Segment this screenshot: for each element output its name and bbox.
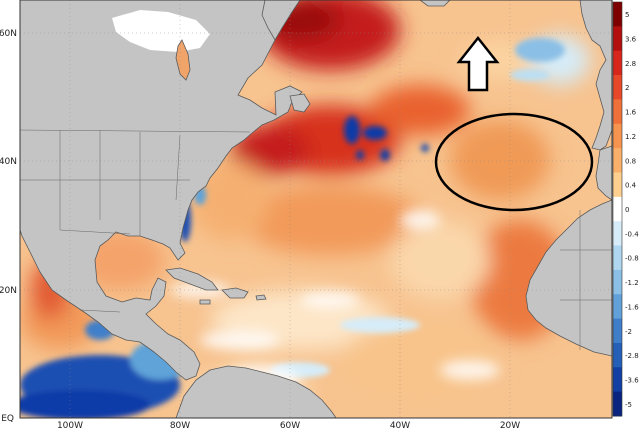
newfoundland: [289, 93, 311, 113]
colorbar-swatch: [613, 221, 622, 247]
colorbar-label: 0.4: [625, 182, 637, 190]
lon-label-40w: 40W: [390, 421, 410, 430]
colorbar-swatch: [613, 26, 622, 52]
colorbar-swatch: [613, 50, 622, 76]
hudson-bay-ice: [112, 10, 210, 52]
colorbar-label: -0.8: [625, 255, 639, 263]
colorbar-label: -2: [625, 328, 632, 336]
colorbar-label: 0.8: [625, 157, 636, 165]
colorbar-swatch: [613, 75, 622, 100]
colorbar-label: -1.6: [625, 303, 639, 311]
europe: [579, 0, 612, 151]
iceland: [419, 0, 451, 7]
hispaniola: [221, 287, 249, 299]
greenland: [261, 0, 301, 41]
cuba: [165, 267, 219, 291]
colorbar-swatch: [613, 245, 622, 271]
colorbar-label: -0.4: [625, 230, 639, 238]
colorbar-label: -2.8: [625, 352, 639, 360]
longitude-axis: 100W 80W 60W 40W 20W: [57, 421, 520, 431]
iberia: [595, 145, 612, 201]
lon-label-80w: 80W: [170, 421, 190, 430]
lon-label-60w: 60W: [280, 421, 300, 430]
colorbar-label: 5: [625, 11, 629, 19]
colorbar-swatch: [613, 172, 622, 198]
lat-label-20n: 20N: [0, 286, 17, 296]
lat-label-eq: EQ: [1, 414, 14, 424]
puerto-rico: [255, 294, 267, 301]
colorbar-swatch: [613, 269, 622, 295]
colorbar-swatch: [613, 294, 622, 320]
colorbar-label: -5: [625, 401, 632, 409]
colorbar-label: -1.2: [625, 279, 639, 287]
colorbar-swatch: [613, 2, 622, 27]
colorbar: 5 3.6 2.8 2 1.6 1.2 0.8 0.4 0 -0.4 -0.8 -1.2 -1.6 -2 -…: [612, 1, 639, 417]
latitude-axis: 60N 40N 20N EQ: [0, 29, 17, 424]
colorbar-label: 0: [625, 206, 629, 214]
colorbar-swatch: [613, 342, 622, 368]
colorbar-label: 2: [625, 84, 629, 92]
colorbar-swatch: [613, 367, 622, 393]
colorbar-swatch: [613, 391, 622, 417]
colorbar-label: -3.6: [625, 376, 639, 384]
lon-label-20w: 20W: [500, 421, 520, 430]
colorbar-swatch: [613, 123, 622, 149]
arrow-up-marker: [456, 35, 500, 92]
colorbar-swatch: [613, 99, 622, 125]
colorbar-swatch: [613, 148, 622, 173]
land: [20, 0, 612, 418]
colorbar-label: 1.2: [625, 133, 636, 141]
colorbar-label: 1.6: [625, 109, 637, 117]
colorbar-swatch: [613, 196, 622, 222]
colorbar-swatch: [613, 318, 622, 344]
ellipse-marker: [434, 112, 594, 212]
map-frame: [19, 0, 613, 419]
hudson-bay: [175, 39, 191, 81]
jamaica: [199, 299, 211, 305]
lon-label-100w: 100W: [57, 421, 83, 430]
graticule: [20, 0, 612, 418]
lat-label-60n: 60N: [0, 29, 17, 39]
colorbar-label: 2.8: [625, 60, 636, 68]
south-america: [175, 365, 337, 418]
lat-label-40n: 40N: [0, 157, 17, 167]
north-america: [20, 0, 303, 381]
neutral-anomalies: [170, 210, 500, 395]
borders: [20, 129, 612, 350]
colorbar-label: 3.6: [625, 36, 637, 44]
colorbar-frame: [612, 1, 623, 417]
